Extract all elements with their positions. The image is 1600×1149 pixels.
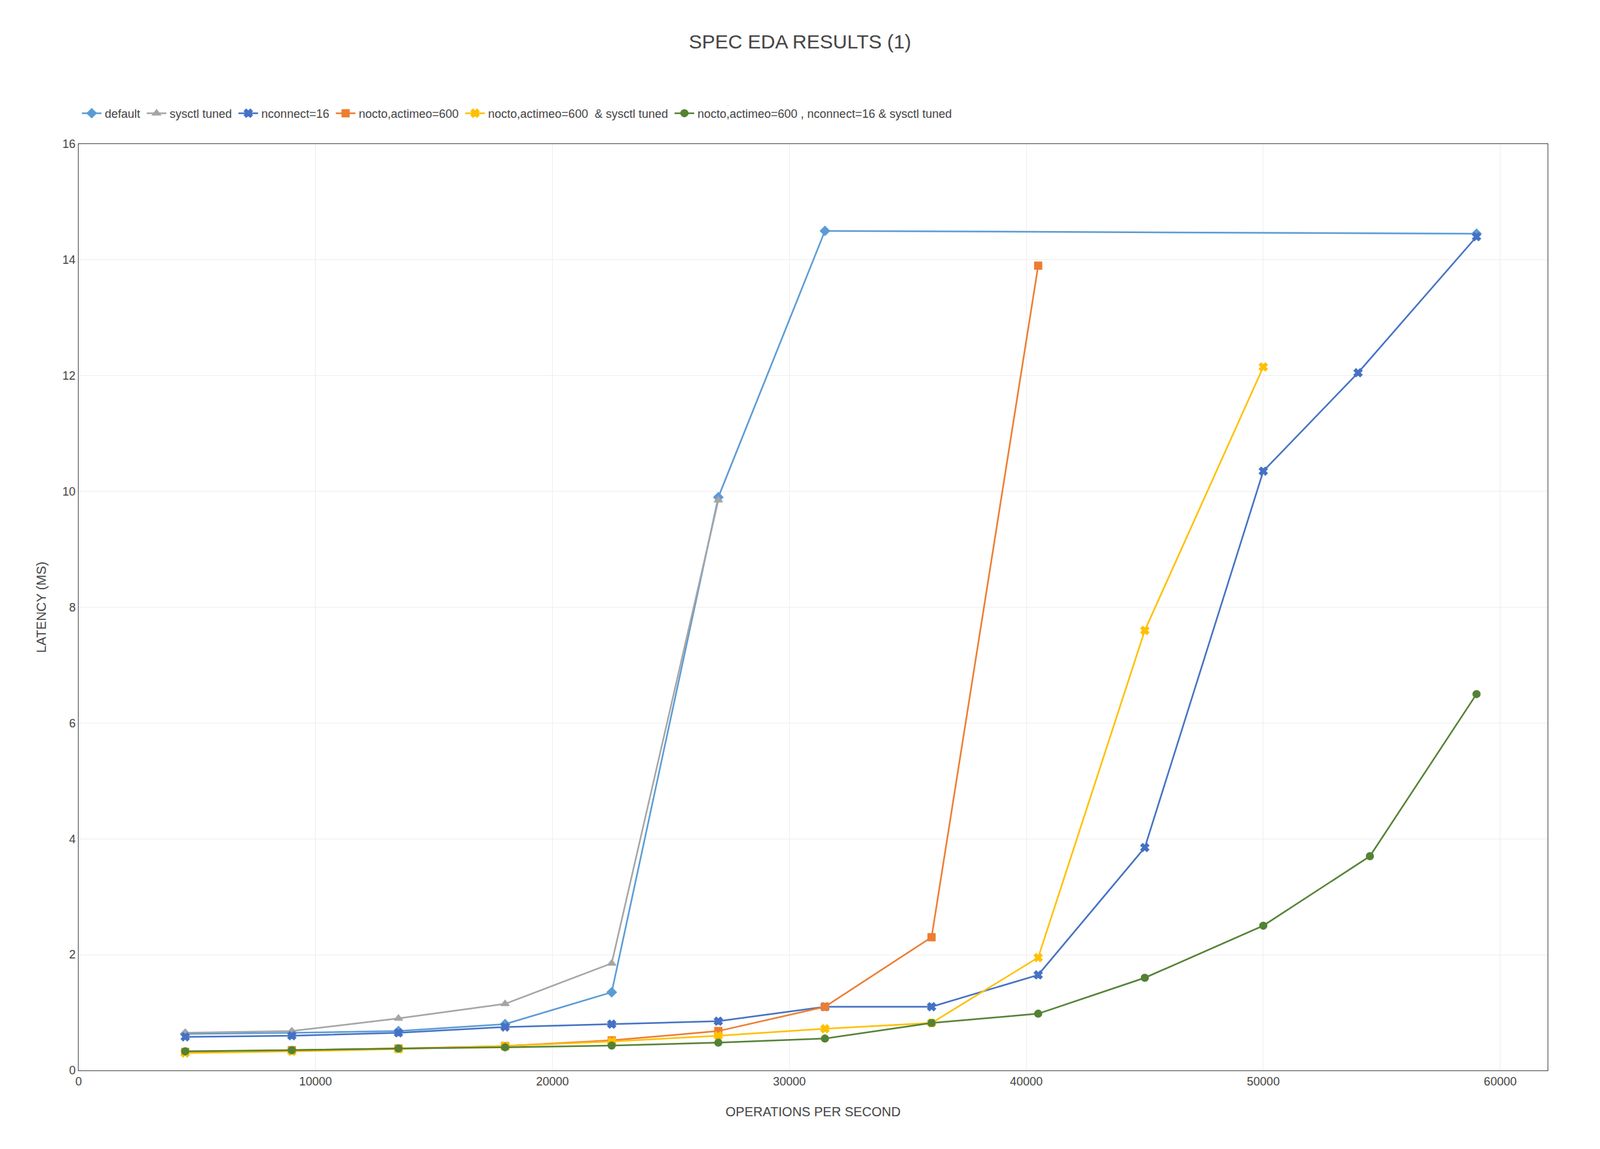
svg-text:OPERATIONS PER SECOND: OPERATIONS PER SECOND	[725, 1104, 901, 1120]
svg-text:nocto,actimeo=600: nocto,actimeo=600	[358, 107, 460, 121]
svg-text:30000: 30000	[772, 1075, 806, 1089]
svg-text:14: 14	[62, 253, 76, 267]
svg-text:10: 10	[62, 485, 76, 499]
svg-text:LATENCY (MS): LATENCY (MS)	[34, 561, 49, 653]
svg-text:sysctl tuned: sysctl tuned	[169, 107, 232, 121]
svg-text:50000: 50000	[1246, 1075, 1280, 1089]
svg-text:2: 2	[68, 948, 76, 962]
svg-text:default: default	[104, 107, 141, 121]
svg-text:nconnect=16: nconnect=16	[261, 107, 330, 121]
svg-text:0: 0	[75, 1075, 82, 1089]
svg-text:60000: 60000	[1484, 1075, 1517, 1089]
svg-text:10000: 10000	[299, 1075, 333, 1089]
svg-text:0: 0	[68, 1064, 76, 1078]
svg-text:SPEC EDA RESULTS (1): SPEC EDA RESULTS (1)	[688, 30, 912, 53]
svg-text:nocto,actimeo=600 , nconnect=1: nocto,actimeo=600 , nconnect=16 & sysctl…	[697, 107, 952, 121]
svg-text:nocto,actimeo=600 & sysctl tu: nocto,actimeo=600 & sysctl tuned	[487, 107, 669, 121]
svg-text:40000: 40000	[1009, 1075, 1043, 1089]
svg-text:4: 4	[68, 833, 76, 847]
svg-text:8: 8	[68, 601, 76, 615]
svg-text:12: 12	[62, 369, 76, 383]
svg-text:6: 6	[68, 717, 76, 731]
svg-text:16: 16	[62, 137, 76, 151]
svg-text:20000: 20000	[536, 1075, 570, 1089]
